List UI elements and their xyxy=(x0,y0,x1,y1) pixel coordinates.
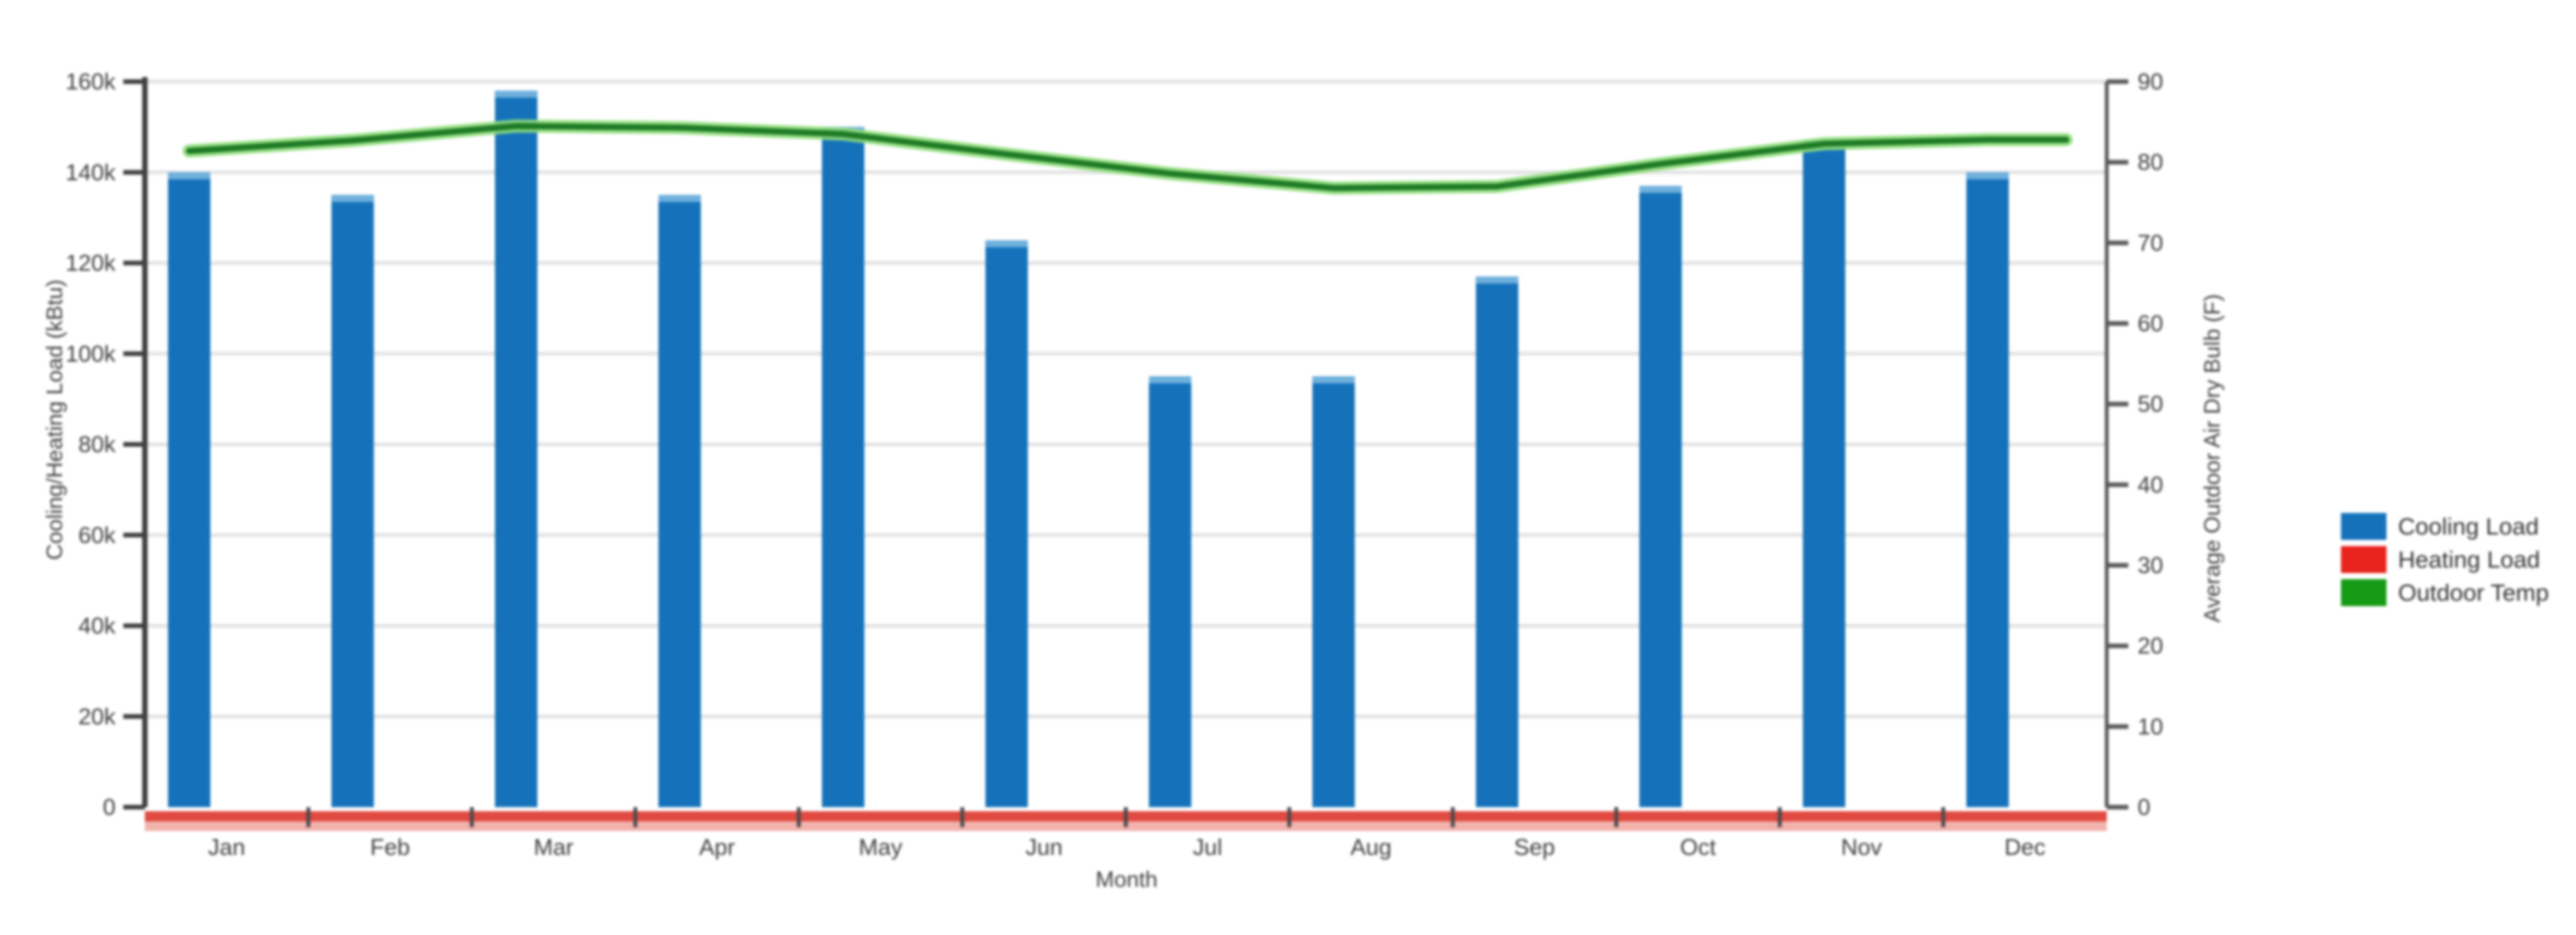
cooling-load-bar xyxy=(168,172,210,807)
outdoor-temp-swatch xyxy=(2341,579,2386,606)
cooling-load-bar-cap xyxy=(1966,172,2009,179)
legend-label: Heating Load xyxy=(2398,546,2541,573)
cooling-load-bar-cap xyxy=(1312,376,1355,384)
legend-item-cooling-load: Cooling Load xyxy=(2341,513,2549,540)
cooling-load-bar xyxy=(331,195,374,807)
legend-label: Cooling Load xyxy=(2398,513,2539,540)
right-axis-tick-label: 0 xyxy=(2138,795,2151,820)
cooling-load-bar-cap xyxy=(1476,276,1519,284)
cooling-load-bar xyxy=(985,240,1028,807)
heating-load-swatch xyxy=(2341,546,2386,573)
cooling-load-bar-cap xyxy=(168,172,210,179)
x-tick-label: Dec xyxy=(2004,835,2045,860)
legend-item-outdoor-temp: Outdoor Temp xyxy=(2341,579,2549,606)
right-axis-tick-label: 40 xyxy=(2138,472,2163,498)
x-tick-label: Jul xyxy=(1193,835,1222,860)
left-axis-tick-label: 100k xyxy=(65,341,116,367)
x-tick-label: Apr xyxy=(699,835,735,860)
legend-label: Outdoor Temp xyxy=(2398,579,2549,606)
cooling-load-bar xyxy=(495,90,538,807)
left-axis-tick-label: 120k xyxy=(65,251,116,276)
cooling-load-bar-cap xyxy=(495,90,538,98)
outdoor-temp-line xyxy=(186,122,2070,192)
cooling-load-swatch xyxy=(2341,513,2386,540)
x-tick-label: May xyxy=(858,835,902,860)
left-axis-tick-label: 60k xyxy=(79,523,116,548)
cooling-load-bar xyxy=(1312,376,1355,807)
cooling-load-bar-cap xyxy=(1639,186,1682,193)
x-tick-label: Sep xyxy=(1514,835,1555,860)
right-axis-tick-label: 90 xyxy=(2138,69,2163,95)
cooling-load-bar xyxy=(1476,276,1519,808)
cooling-load-bar-cap xyxy=(1149,376,1191,384)
legend-item-heating-load: Heating Load xyxy=(2341,546,2549,573)
x-tick-label: Mar xyxy=(534,835,574,860)
x-tick-label: Aug xyxy=(1351,835,1392,860)
cooling-load-bar xyxy=(1149,376,1191,807)
left-axis-tick-label: 40k xyxy=(79,614,116,639)
cooling-load-bar xyxy=(1639,186,1682,808)
left-axis-tick-label: 0 xyxy=(102,795,116,820)
cooling-load-bar xyxy=(658,195,701,807)
left-axis-tick-label: 20k xyxy=(79,704,116,729)
left-axis-tick-label: 160k xyxy=(65,69,116,95)
right-axis-tick-label: 60 xyxy=(2138,311,2163,337)
cooling-load-bar-cap xyxy=(331,195,374,203)
outdoor-temp-line-halo xyxy=(183,119,2073,195)
left-axis-tick-label: 140k xyxy=(65,160,116,186)
x-tick-label: Jan xyxy=(208,835,245,860)
x-axis-title: Month xyxy=(1095,867,1158,893)
cooling-load-bar-cap xyxy=(658,195,701,203)
cooling-load-bar-cap xyxy=(985,240,1028,248)
cooling-load-bar xyxy=(821,126,865,807)
right-axis-tick-label: 30 xyxy=(2138,553,2163,578)
right-axis-tick-label: 80 xyxy=(2138,150,2163,176)
x-tick-label: Nov xyxy=(1841,835,1882,860)
left-axis-tick-label: 80k xyxy=(79,432,116,457)
left-axis-title: Cooling/Heating Load (kBtu) xyxy=(42,279,68,561)
right-axis-tick-label: 20 xyxy=(2138,634,2163,659)
cooling-load-bar xyxy=(1802,140,1846,808)
x-tick-label: Feb xyxy=(370,835,410,860)
right-axis-tick-label: 50 xyxy=(2138,392,2163,417)
legend: Cooling Load Heating Load Outdoor Temp xyxy=(2341,513,2549,606)
right-axis-title: Average Outdoor Air Dry Bulb (F) xyxy=(2200,293,2225,623)
x-tick-label: Oct xyxy=(1680,835,1716,860)
right-axis-tick-label: 70 xyxy=(2138,230,2163,256)
x-tick-label: Jun xyxy=(1026,835,1063,860)
cooling-load-bar xyxy=(1966,172,2009,807)
right-axis-tick-label: 10 xyxy=(2138,714,2163,739)
